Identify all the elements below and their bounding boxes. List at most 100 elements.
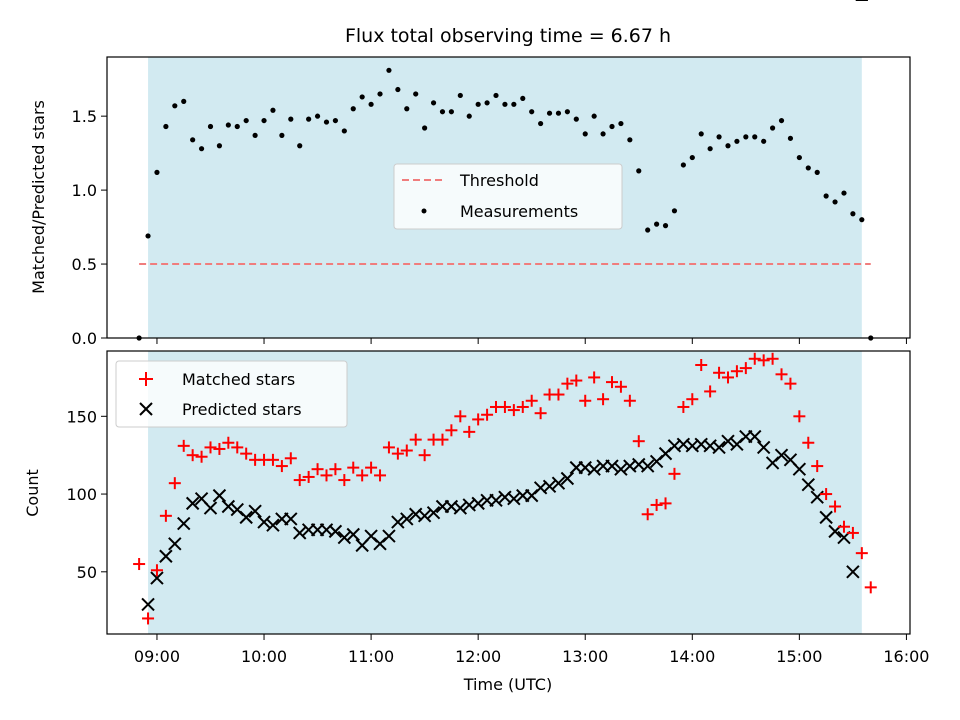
matched-star-point <box>347 461 360 474</box>
matched-star-point <box>605 376 618 389</box>
matched-star-point <box>133 558 146 571</box>
matched-star-point <box>623 394 636 407</box>
top-plot-frame <box>106 56 911 339</box>
predicted-star-point <box>212 488 227 503</box>
matched-star-point <box>454 410 467 423</box>
measurement-point <box>662 223 669 229</box>
matched-star-point <box>150 564 163 577</box>
matched-star-point <box>329 463 342 476</box>
x-tick-label: 16:00 <box>883 647 929 666</box>
measurement-point <box>359 94 365 100</box>
matched-star-point <box>168 477 181 490</box>
matched-star-point <box>231 441 244 454</box>
measurement-point <box>841 190 847 196</box>
measurement-point <box>761 138 767 144</box>
matched-star-point <box>846 526 859 539</box>
predicted-star-point <box>756 440 771 455</box>
predicted-legend-label: Predicted stars <box>182 400 302 419</box>
matched-star-point <box>391 447 404 460</box>
measurement-point <box>734 138 740 144</box>
predicted-star-point <box>417 509 432 523</box>
predicted-star-point <box>426 506 441 520</box>
measurement-point <box>395 86 401 93</box>
predicted-star-point <box>400 512 414 526</box>
measurement-point <box>198 146 205 152</box>
bottom-plot-frame <box>106 350 911 635</box>
predicted-star-point <box>792 462 807 476</box>
measurement-point <box>288 116 294 122</box>
predicted-star-point <box>221 499 236 514</box>
bottom-y-tick-label: 100 <box>66 485 97 504</box>
measurement-point <box>546 110 553 116</box>
measurement-point <box>600 131 606 137</box>
measurement-point <box>743 134 749 140</box>
measurement-point <box>145 233 151 239</box>
bottom-data-marks <box>133 0 877 625</box>
bottom-y-tick-label: 150 <box>66 407 97 426</box>
matched-star-point <box>498 400 511 413</box>
measurement-point <box>716 134 722 140</box>
predicted-star-point <box>507 492 521 506</box>
measurement-point <box>582 131 588 137</box>
bottom-y-tick-label: 50 <box>77 563 97 582</box>
top-axis-ticks: 0.0 0.5 1.0 1.5 <box>72 107 907 348</box>
predicted-star-point <box>605 459 619 473</box>
measurement-point <box>725 143 731 149</box>
matched-star-point <box>802 436 815 449</box>
bottom-axis-ticks: 50 100 150 09:00 10:00 11:00 12:00 13:00 14:00 15… <box>66 407 929 666</box>
matched-star-point <box>293 474 306 487</box>
measurement-point <box>538 120 544 127</box>
matched-star-point <box>713 366 726 379</box>
measurement-point <box>654 221 660 227</box>
measurement-point <box>297 143 303 149</box>
predicted-star-point <box>748 429 762 444</box>
measurement-point <box>832 199 838 205</box>
matched-star-point <box>730 365 743 378</box>
predicted-star-point <box>168 537 182 551</box>
measurement-point <box>466 113 472 119</box>
measurement-point <box>404 106 410 112</box>
measurement-point <box>413 91 419 97</box>
matched-star-point <box>525 394 538 407</box>
measurement-point <box>306 116 312 122</box>
predicted-star-point <box>614 462 628 476</box>
top-y-tick-label: 1.5 <box>72 107 97 126</box>
measurement-point <box>341 128 347 134</box>
matched-star-point <box>659 497 672 510</box>
measurement-point <box>618 120 624 127</box>
predicted-star-point <box>346 527 360 542</box>
predicted-star-point <box>177 516 191 531</box>
matched-star-point <box>302 470 315 483</box>
matched-star-point <box>284 452 297 465</box>
measurement-point <box>154 169 160 175</box>
predicted-star-point <box>542 479 557 493</box>
predicted-star-point <box>774 448 789 462</box>
matched-star-point <box>266 453 279 466</box>
predicted-star-point <box>293 526 307 540</box>
matched-star-point <box>721 371 734 384</box>
measurement-point <box>314 113 321 119</box>
x-axis-label: Time (UTC) <box>463 675 552 694</box>
predicted-star-point <box>248 504 262 518</box>
matched-star-point <box>632 435 645 448</box>
predicted-star-point <box>239 510 253 525</box>
matched-star-point <box>668 467 681 480</box>
measurement-point <box>475 101 481 107</box>
measurement-point <box>627 137 633 143</box>
matched-star-point <box>418 449 431 462</box>
predicted-star-point <box>640 459 655 473</box>
predicted-star-point <box>391 515 405 529</box>
matched-star-point <box>820 488 833 501</box>
measurement-point <box>484 100 490 106</box>
measurement-point <box>823 193 829 199</box>
measurement-point <box>225 122 231 128</box>
measurement-point <box>529 109 535 115</box>
matched-star-point <box>534 407 547 420</box>
predicted-star-point <box>203 501 218 515</box>
measurement-point <box>377 91 383 97</box>
predicted-star-point <box>560 471 575 486</box>
top-y-tick-label: 0.5 <box>72 255 97 274</box>
matched-star-point <box>695 358 708 371</box>
predicted-star-point <box>489 493 503 507</box>
